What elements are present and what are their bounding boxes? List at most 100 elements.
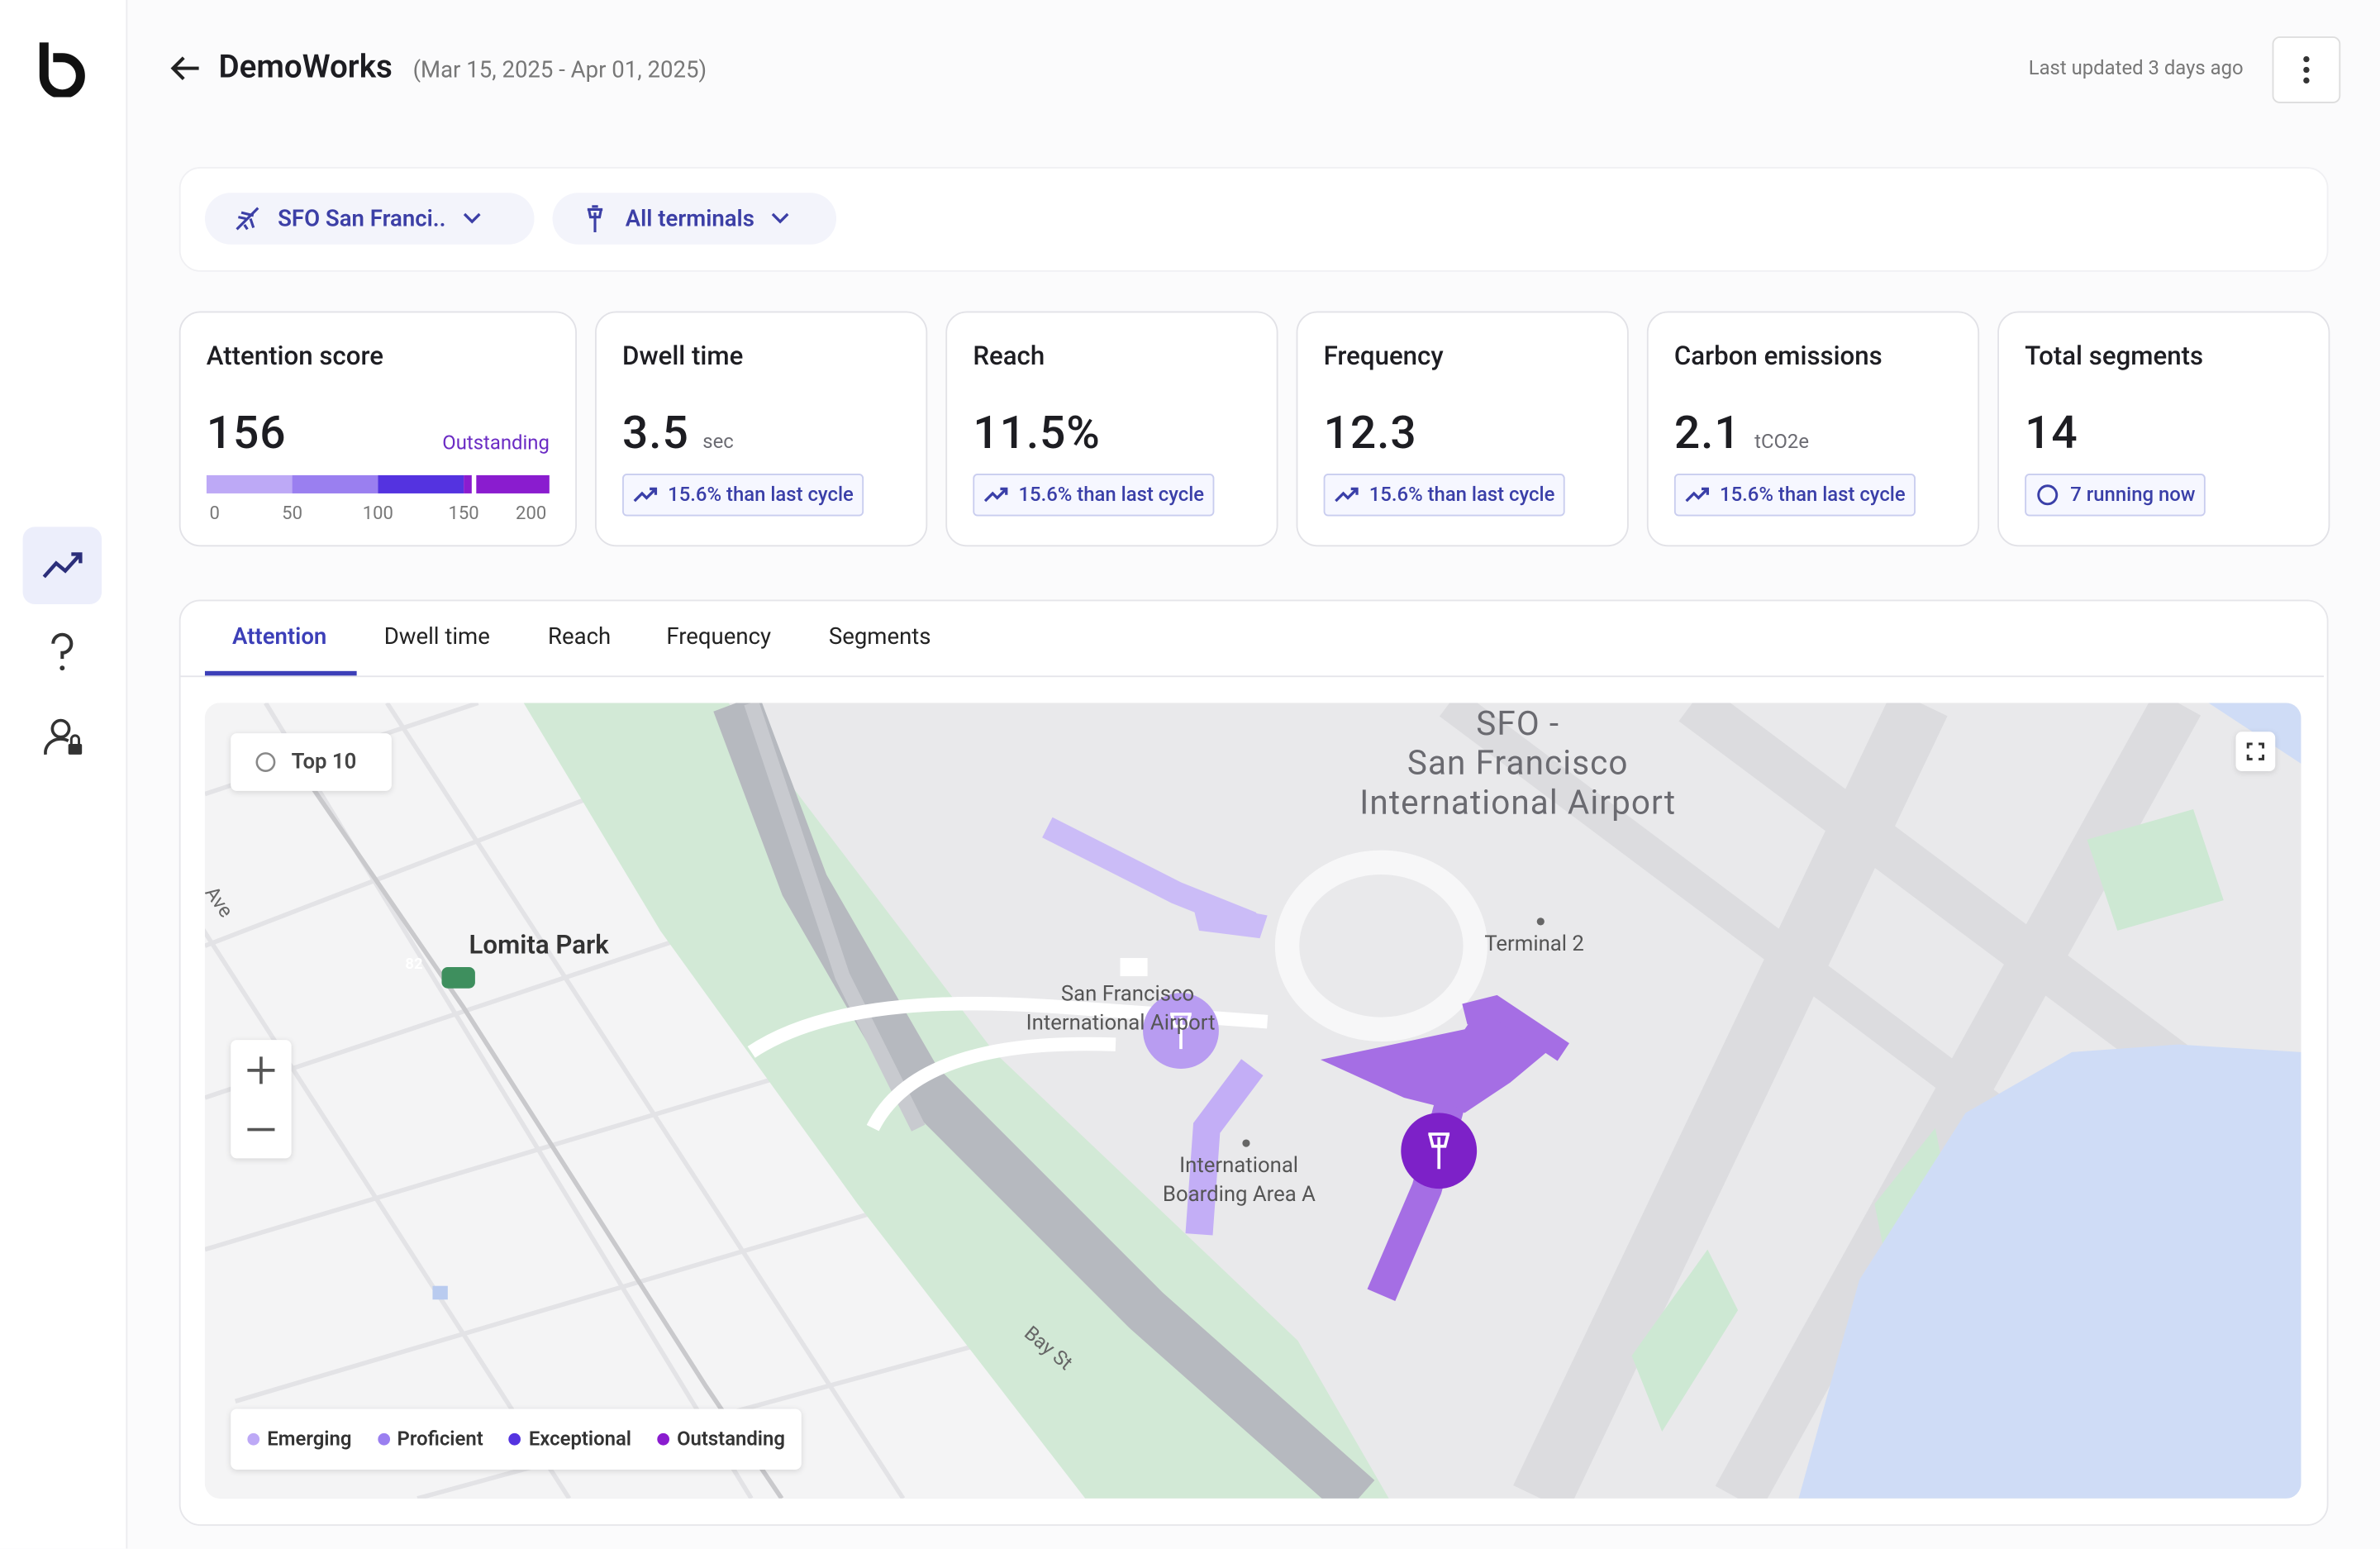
status-icon xyxy=(2037,484,2059,506)
map-label: International xyxy=(1179,1153,1299,1179)
map-label: Boarding Area A xyxy=(1162,1182,1316,1208)
metric-card: Attention score 156 Outstanding 0 50 100 150 20… xyxy=(178,311,577,547)
legend-swatch xyxy=(508,1432,521,1446)
trend-head xyxy=(1000,487,1008,495)
metric-label: Reach xyxy=(973,341,1045,372)
map-label: International Airport xyxy=(1359,784,1677,823)
change-badge: 15.6% than last cycle xyxy=(1323,474,1566,517)
top-filter[interactable]: Top 10 xyxy=(231,733,392,791)
nav-analytics[interactable] xyxy=(22,527,102,605)
terminal-filter-label: All terminals xyxy=(625,204,754,233)
more-menu[interactable] xyxy=(2272,36,2341,103)
legend: Emerging Proficient Exceptional Outstanding xyxy=(231,1408,802,1470)
tab[interactable]: Frequency xyxy=(666,622,772,651)
metric-number: 3.5 xyxy=(622,407,689,460)
map[interactable]: SFO - San Francisco International Airport L… xyxy=(204,703,2301,1499)
back-button[interactable] xyxy=(167,53,207,83)
legend-swatch xyxy=(247,1432,260,1446)
fullscreen-button[interactable] xyxy=(2235,732,2276,772)
map-label: SFO - xyxy=(1476,706,1560,744)
change-badge: 15.6% than last cycle xyxy=(622,474,864,517)
metric-card: Total segments 14 7 running now xyxy=(1997,311,2330,547)
gauge-segment xyxy=(292,474,378,493)
nav-help[interactable] xyxy=(42,632,82,674)
metric-number: 14 xyxy=(2025,407,2078,460)
gauge-tick-label: 100 xyxy=(363,503,393,524)
trend-line xyxy=(1335,488,1359,503)
legend-swatch xyxy=(377,1432,390,1446)
top-filter-label: Top 10 xyxy=(291,750,357,774)
tab[interactable]: Dwell time xyxy=(383,622,490,651)
metric-label: Attention score xyxy=(206,341,383,372)
trend-line xyxy=(983,488,1007,503)
metric-number: 12.3 xyxy=(1323,407,1417,460)
metric-number: 11.5% xyxy=(973,407,1101,460)
map-label: San Francisco xyxy=(1060,982,1195,1007)
metric-card: Frequency 12.3 15.6% than last cycle xyxy=(1296,311,1629,547)
legend-swatch xyxy=(657,1432,669,1446)
trend-icon xyxy=(633,487,658,503)
gauge-segment xyxy=(206,474,293,493)
trend-head xyxy=(650,487,658,495)
zoom-in[interactable] xyxy=(247,1056,275,1084)
map-label: Lomita Park xyxy=(469,930,609,961)
page-title: DemoWorks xyxy=(218,50,393,87)
map-label: San Francisco xyxy=(1407,745,1629,784)
gauge-segment xyxy=(464,474,550,493)
metric-number: 2.1 xyxy=(1673,407,1741,460)
tab[interactable]: Segments xyxy=(828,622,931,651)
zoom-controls xyxy=(231,1040,292,1159)
sidebar xyxy=(0,0,128,1549)
metric-value: 11.5% xyxy=(973,407,1100,460)
legend-item: Outstanding xyxy=(657,1427,785,1451)
score-gauge: 0 50 100 150 200 xyxy=(206,472,550,524)
last-updated: Last updated 3 days ago xyxy=(2028,57,2244,81)
map-label: 82 xyxy=(405,956,423,974)
map-canvas xyxy=(204,703,2301,1499)
gauge-tick-label: 0 xyxy=(209,503,219,524)
logo[interactable] xyxy=(36,40,91,98)
terminal-filter[interactable]: All terminals xyxy=(552,193,837,245)
legend-item: Emerging xyxy=(247,1427,351,1451)
metric-value: 156 xyxy=(207,407,287,460)
gauge-tick-label: 50 xyxy=(282,503,302,524)
metric-label: Carbon emissions xyxy=(1673,341,1883,372)
airport-filter[interactable]: SFO San Franci.. xyxy=(204,193,535,245)
change-text: 15.6% than last cycle xyxy=(1720,483,1906,507)
gauge-tick-label: 150 xyxy=(449,503,479,524)
metric-unit: sec xyxy=(702,431,734,455)
metric-value: 3.5 sec xyxy=(622,407,734,460)
gauge-tick-label: 200 xyxy=(516,503,546,524)
metric-card: Carbon emissions 2.1 tCO2e 15.6% than last … xyxy=(1646,311,1980,547)
change-text: 15.6% than last cycle xyxy=(1018,483,1205,507)
date-range: (Mar 15, 2025 - Apr 01, 2025) xyxy=(412,55,707,84)
change-badge: 15.6% than last cycle xyxy=(1673,474,1916,517)
metric-value: 2.1 tCO2e xyxy=(1674,407,1809,460)
legend-label: Emerging xyxy=(267,1427,352,1451)
trend-icon xyxy=(983,487,1008,503)
legend-label: Proficient xyxy=(397,1427,483,1451)
nav-account[interactable] xyxy=(42,717,84,759)
map-label: Terminal 2 xyxy=(1484,932,1584,957)
metric-value: 12.3 xyxy=(1324,407,1417,460)
active-tab-indicator xyxy=(204,670,357,676)
metric-card: Dwell time 3.5 sec 15.6% than last cycle xyxy=(594,311,928,547)
tab[interactable]: Reach xyxy=(548,622,612,651)
trend-line xyxy=(1685,488,1709,503)
legend-label: Outstanding xyxy=(677,1427,785,1451)
metric-unit: tCO2e xyxy=(1754,431,1810,455)
tab[interactable]: Attention xyxy=(232,622,327,651)
metric-card: Reach 11.5% 15.6% than last cycle xyxy=(945,311,1278,547)
rating-label: Outstanding xyxy=(442,432,550,456)
change-text: 15.6% than last cycle xyxy=(1368,483,1555,507)
metric-label: Dwell time xyxy=(622,341,744,372)
trend-head xyxy=(1701,487,1709,495)
metric-label: Frequency xyxy=(1323,341,1444,372)
trend-icon xyxy=(1335,487,1359,503)
change-text: 15.6% than last cycle xyxy=(668,483,854,507)
status-badge: 7 running now xyxy=(2025,474,2206,517)
metric-number: 156 xyxy=(206,407,287,460)
metric-value: 14 xyxy=(2025,407,2078,460)
